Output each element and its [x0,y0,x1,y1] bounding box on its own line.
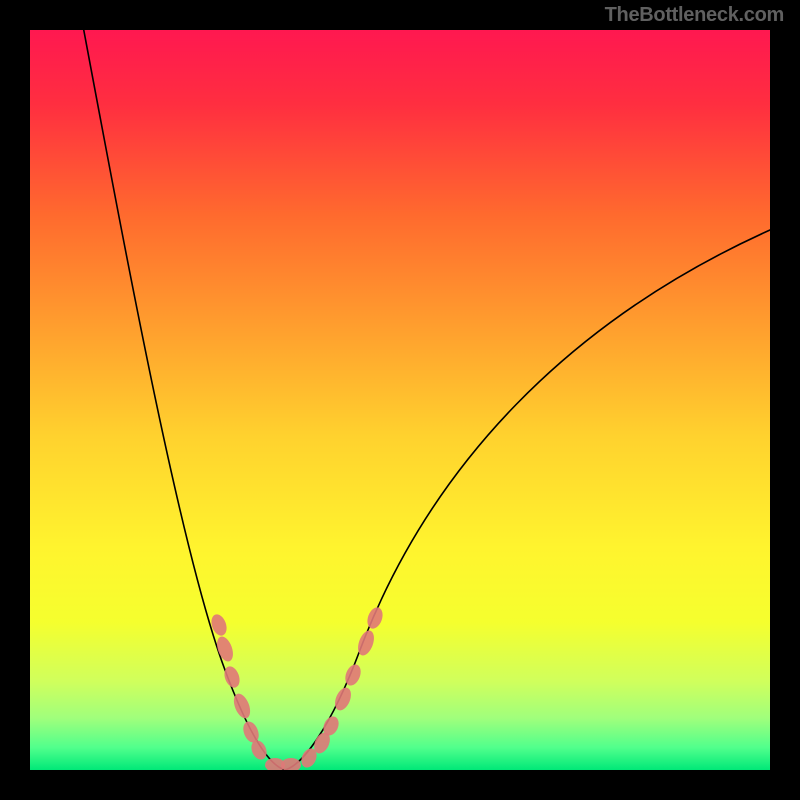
watermark: TheBottleneck.com [605,4,784,27]
gradient-background [30,30,770,770]
chart-svg [30,30,770,770]
plot-area [30,30,770,770]
